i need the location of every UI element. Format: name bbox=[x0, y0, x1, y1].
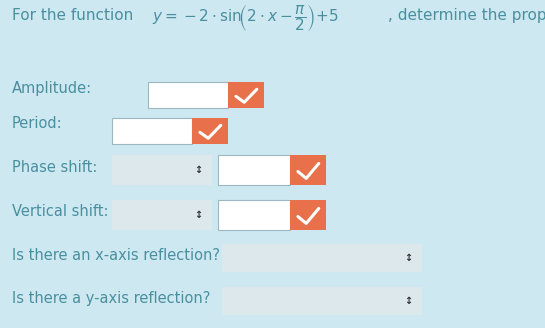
Text: Vertical shift:: Vertical shift: bbox=[12, 204, 108, 219]
FancyBboxPatch shape bbox=[222, 287, 422, 315]
Text: ↕: ↕ bbox=[404, 296, 412, 306]
Text: Amplitude:: Amplitude: bbox=[12, 80, 92, 95]
Text: Is there a y-axis reflection?: Is there a y-axis reflection? bbox=[12, 291, 210, 305]
FancyBboxPatch shape bbox=[228, 82, 264, 108]
Text: ↕: ↕ bbox=[194, 210, 202, 220]
FancyBboxPatch shape bbox=[192, 118, 228, 144]
FancyBboxPatch shape bbox=[112, 118, 192, 144]
Text: For the function: For the function bbox=[12, 8, 138, 23]
Text: Is there an x-axis reflection?: Is there an x-axis reflection? bbox=[12, 249, 220, 263]
FancyBboxPatch shape bbox=[290, 155, 326, 185]
FancyBboxPatch shape bbox=[218, 200, 290, 230]
FancyBboxPatch shape bbox=[222, 244, 422, 272]
FancyBboxPatch shape bbox=[112, 155, 212, 185]
Text: Period:: Period: bbox=[12, 116, 63, 132]
FancyBboxPatch shape bbox=[218, 155, 290, 185]
FancyBboxPatch shape bbox=[148, 82, 228, 108]
FancyBboxPatch shape bbox=[112, 200, 212, 230]
FancyBboxPatch shape bbox=[290, 200, 326, 230]
Text: , determine the properties: , determine the properties bbox=[388, 8, 545, 23]
Text: ↕: ↕ bbox=[194, 165, 202, 175]
Text: ↕: ↕ bbox=[404, 253, 412, 263]
Text: Phase shift:: Phase shift: bbox=[12, 160, 98, 175]
Text: $y = -2 \cdot \mathrm{sin}\!\left(2 \cdot x - \dfrac{\pi}{2}\right)\!+\!5$: $y = -2 \cdot \mathrm{sin}\!\left(2 \cdo… bbox=[152, 3, 339, 33]
